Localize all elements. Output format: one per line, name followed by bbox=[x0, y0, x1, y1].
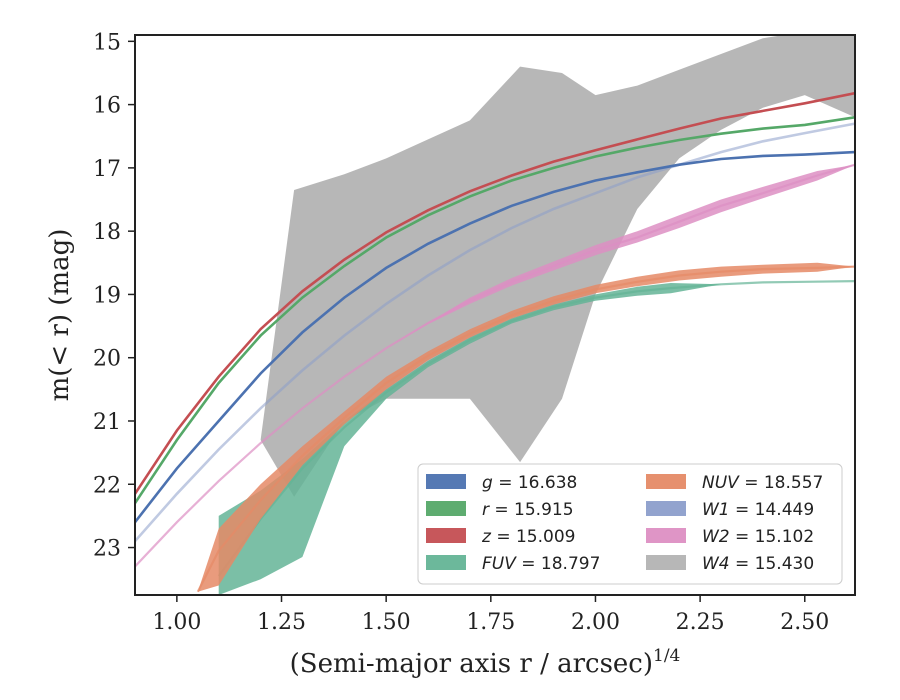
legend-swatch-g bbox=[426, 474, 466, 489]
x-tick-label: 1.00 bbox=[152, 610, 201, 635]
series-line-fuv bbox=[217, 280, 855, 577]
legend-swatch-w1 bbox=[646, 501, 686, 516]
legend-label-w1: W1 = 14.449 bbox=[702, 500, 814, 520]
legend-swatch-w4 bbox=[646, 555, 686, 570]
y-axis-title: m(< r) (mag) bbox=[45, 229, 75, 402]
legend-swatch-r bbox=[426, 501, 466, 516]
legend-box bbox=[417, 463, 843, 585]
legend-label-w4: W4 = 15.430 bbox=[702, 554, 814, 574]
series-line-z bbox=[135, 91, 855, 495]
legend-swatch-z bbox=[426, 528, 466, 543]
y-tick-label: 18 bbox=[93, 220, 121, 245]
y-tick-label: 16 bbox=[93, 94, 121, 119]
x-tick-label: 2.00 bbox=[571, 610, 620, 635]
series-band-fuv bbox=[218, 281, 855, 595]
plot-frame bbox=[134, 34, 856, 596]
legend-swatch-w2 bbox=[646, 528, 686, 543]
series-line-w1 bbox=[135, 122, 855, 543]
legend-label-nuv: NUV = 18.557 bbox=[702, 473, 823, 493]
series-line-nuv bbox=[196, 265, 855, 593]
y-tick-label: 17 bbox=[93, 157, 121, 182]
legend-label-z: z = 15.009 bbox=[481, 527, 575, 547]
x-tick-label: 1.50 bbox=[362, 610, 411, 635]
legend-label-r: r = 15.915 bbox=[482, 500, 574, 520]
series-band-nuv bbox=[197, 262, 855, 592]
legend: g = 16.638 r = 15.915 z = 15.009 FUV = 18.7… bbox=[417, 463, 843, 585]
legend-swatch-fuv bbox=[426, 555, 466, 570]
x-axis-title: (Semi-major axis r / arcsec)1/4 bbox=[290, 646, 681, 679]
x-tick-label: 2.50 bbox=[780, 610, 829, 635]
legend-swatch-nuv bbox=[646, 474, 686, 489]
x-tick-label: 1.25 bbox=[257, 610, 306, 635]
y-tick-label: 15 bbox=[93, 30, 121, 55]
y-tick-label: 21 bbox=[93, 410, 121, 435]
x-tick-label: 1.75 bbox=[466, 610, 515, 635]
y-tick-label: 19 bbox=[93, 283, 121, 308]
y-tick-label: 20 bbox=[93, 347, 121, 372]
x-tick-label: 2.25 bbox=[676, 610, 725, 635]
legend-label-g: g = 16.638 bbox=[482, 473, 577, 493]
series-layer bbox=[135, 35, 855, 595]
legend-label-w2: W2 = 15.102 bbox=[702, 527, 814, 547]
y-tick-label: 22 bbox=[93, 473, 121, 498]
y-tick-label: 23 bbox=[93, 537, 121, 562]
series-line-g bbox=[135, 150, 855, 523]
series-line-r bbox=[135, 116, 855, 504]
legend-label-fuv: FUV = 18.797 bbox=[482, 554, 600, 574]
ticks-layer: 1.00 1.25 1.50 1.75 2.00 2.25 2.50 15 16 17 18 19 20… bbox=[93, 30, 829, 635]
series-line-w2 bbox=[135, 163, 855, 568]
